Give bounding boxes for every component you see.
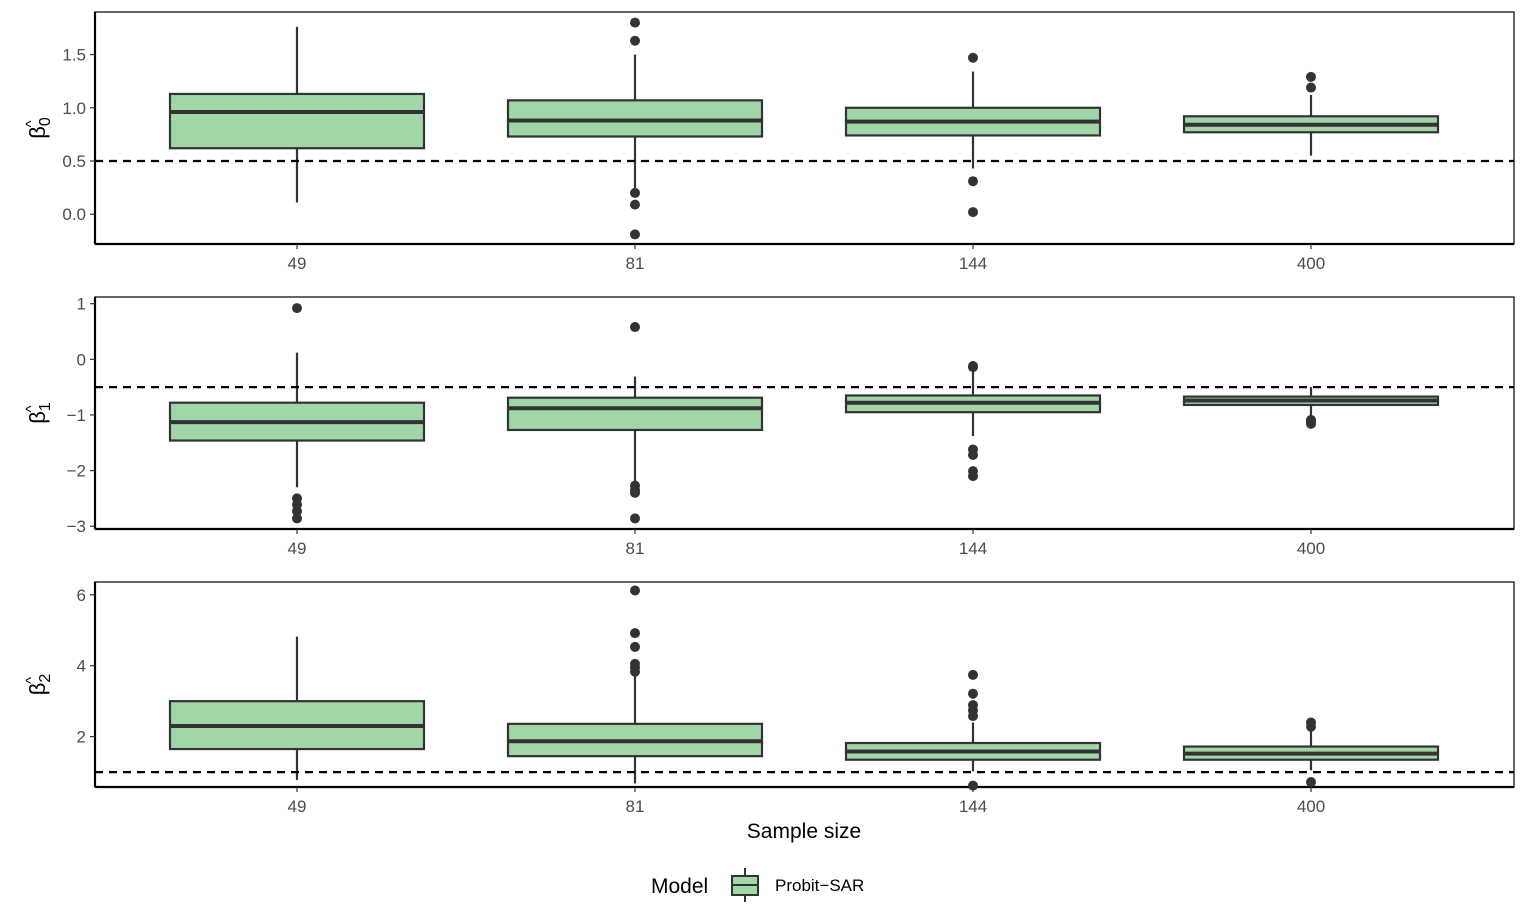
outlier-point bbox=[1306, 82, 1316, 93]
box-400 bbox=[1182, 387, 1440, 429]
box-400 bbox=[1182, 71, 1440, 156]
outlier-point bbox=[292, 513, 302, 524]
outlier-point bbox=[292, 506, 302, 517]
y-tick-label: 4 bbox=[77, 657, 86, 676]
legend-label-probit-sar: Probit−SAR bbox=[775, 876, 864, 895]
outlier-point bbox=[630, 641, 640, 652]
outlier-point bbox=[630, 187, 640, 198]
x-tick-label: 49 bbox=[288, 797, 307, 816]
y-axis-title: β2 bbox=[25, 674, 54, 696]
box-iqr bbox=[506, 396, 764, 432]
outlier-point bbox=[630, 666, 640, 677]
outlier-point bbox=[968, 362, 978, 373]
y-tick-label: 1.5 bbox=[62, 46, 86, 65]
outlier-point bbox=[630, 487, 640, 498]
y-tick-label: −1 bbox=[67, 406, 86, 425]
outlier-point bbox=[630, 322, 640, 333]
outlier-point bbox=[1306, 71, 1316, 82]
x-tick-label: 400 bbox=[1297, 254, 1325, 273]
y-tick-label: −3 bbox=[67, 517, 86, 536]
legend: Model Probit−SAR bbox=[651, 868, 864, 902]
x-tick-label: 144 bbox=[959, 254, 987, 273]
y-tick-label: 0.0 bbox=[62, 205, 86, 224]
box-81 bbox=[506, 322, 764, 524]
x-tick-label: 49 bbox=[288, 254, 307, 273]
outlier-point bbox=[630, 199, 640, 210]
y-tick-label: 1 bbox=[77, 295, 86, 314]
box-81 bbox=[506, 585, 764, 784]
outlier-point bbox=[630, 628, 640, 639]
outlier-point bbox=[630, 17, 640, 28]
box-81 bbox=[506, 17, 764, 240]
box-400 bbox=[1182, 717, 1440, 788]
y-axis-title-hat: ^ bbox=[23, 677, 40, 684]
outlier-point bbox=[1306, 721, 1316, 732]
outlier-point bbox=[968, 471, 978, 482]
outlier-point bbox=[630, 513, 640, 524]
y-tick-label: 6 bbox=[77, 586, 86, 605]
box-49 bbox=[168, 636, 426, 780]
outlier-point bbox=[968, 780, 978, 791]
panel-2: 2 4 6 49 81 144 400 β2^ bbox=[23, 581, 1515, 816]
y-tick-label: 1.0 bbox=[62, 99, 86, 118]
outlier-point bbox=[968, 176, 978, 187]
x-tick-label: 81 bbox=[626, 797, 645, 816]
box-49 bbox=[168, 26, 426, 203]
y-tick-label: 0.5 bbox=[62, 152, 86, 171]
x-tick-label: 81 bbox=[626, 539, 645, 558]
outlier-point bbox=[968, 711, 978, 722]
outlier-point bbox=[968, 207, 978, 218]
y-tick-label: 2 bbox=[77, 728, 86, 747]
box-iqr bbox=[506, 99, 764, 138]
panel-1: −3 −2 −1 0 1 49 81 144 400 β1^ bbox=[23, 295, 1515, 558]
x-tick-label: 400 bbox=[1297, 797, 1325, 816]
x-tick-label: 144 bbox=[959, 797, 987, 816]
outlier-point bbox=[968, 450, 978, 461]
x-axis-title: Sample size bbox=[747, 820, 861, 843]
box-49 bbox=[168, 303, 426, 524]
box-144 bbox=[844, 52, 1102, 218]
y-axis-title: β1 bbox=[25, 402, 54, 424]
outlier-point bbox=[630, 585, 640, 596]
outlier-point bbox=[968, 688, 978, 699]
box-iqr bbox=[168, 92, 426, 150]
y-axis-title: β0 bbox=[25, 117, 54, 139]
panel-0: 0.0 0.5 1.0 1.5 49 81 144 400 β0^ bbox=[23, 11, 1515, 273]
box-144 bbox=[844, 669, 1102, 791]
outlier-point bbox=[630, 35, 640, 46]
x-tick-label: 400 bbox=[1297, 539, 1325, 558]
outlier-point bbox=[968, 669, 978, 680]
x-tick-label: 81 bbox=[626, 254, 645, 273]
legend-title: Model bbox=[651, 875, 708, 898]
outlier-point bbox=[292, 303, 302, 314]
outlier-point bbox=[630, 229, 640, 240]
outlier-point bbox=[1306, 777, 1316, 788]
y-tick-label: −2 bbox=[67, 462, 86, 481]
y-tick-label: 0 bbox=[77, 350, 86, 369]
outlier-point bbox=[1306, 418, 1316, 429]
outlier-point bbox=[968, 52, 978, 63]
x-tick-label: 144 bbox=[959, 539, 987, 558]
y-axis-title-hat: ^ bbox=[23, 120, 40, 127]
y-axis-title-hat: ^ bbox=[23, 405, 40, 412]
x-tick-label: 49 bbox=[288, 539, 307, 558]
box-144 bbox=[844, 360, 1102, 482]
